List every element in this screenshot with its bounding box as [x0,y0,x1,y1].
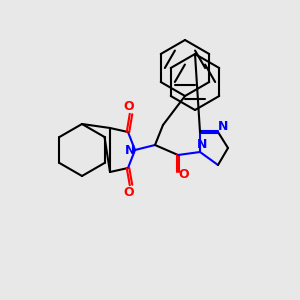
Text: N: N [197,139,207,152]
Text: O: O [179,169,189,182]
Text: N: N [125,143,135,157]
Text: O: O [124,100,134,113]
Text: N: N [218,121,228,134]
Text: O: O [124,185,134,199]
